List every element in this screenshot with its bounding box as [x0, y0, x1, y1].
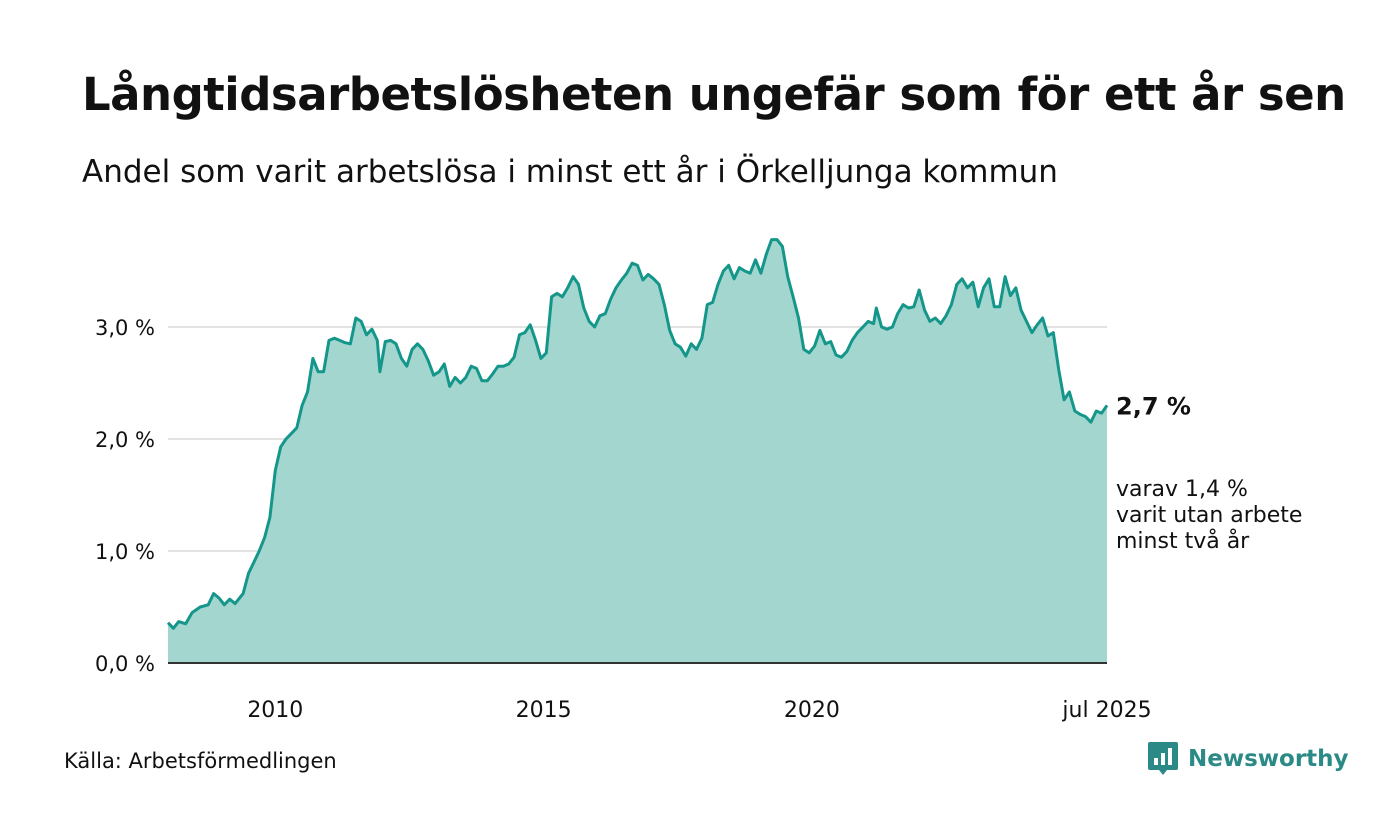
brand-name: Newsworthy — [1188, 746, 1349, 772]
end-label-sub: varav 1,4 % — [1116, 477, 1248, 502]
x-tick-label: 2015 — [516, 698, 572, 723]
x-tick-label: 2020 — [784, 698, 840, 723]
series-area-main — [168, 239, 1107, 663]
newsworthy-logo: Newsworthy — [1148, 742, 1349, 776]
x-tick-label: 2010 — [247, 698, 303, 723]
end-label-main: 2,7 % — [1116, 392, 1191, 420]
y-tick-label: 1,0 % — [95, 540, 155, 564]
end-label-sub: varit utan arbete — [1116, 503, 1302, 528]
y-tick-label: 3,0 % — [95, 316, 155, 340]
end-label-sub: minst två år — [1116, 528, 1250, 554]
chart-title: Långtidsarbetslösheten ungefär som för e… — [82, 68, 1346, 121]
source-note: Källa: Arbetsförmedlingen — [64, 749, 337, 773]
bar-chart-speech-bubble-icon — [1148, 742, 1178, 775]
series-line-main — [166, 238, 1109, 630]
chart-subtitle: Andel som varit arbetslösa i minst ett å… — [82, 154, 1058, 190]
y-tick-label: 0,0 % — [95, 652, 155, 676]
x-tick-label: jul 2025 — [1061, 698, 1151, 723]
y-tick-label: 2,0 % — [95, 428, 155, 452]
